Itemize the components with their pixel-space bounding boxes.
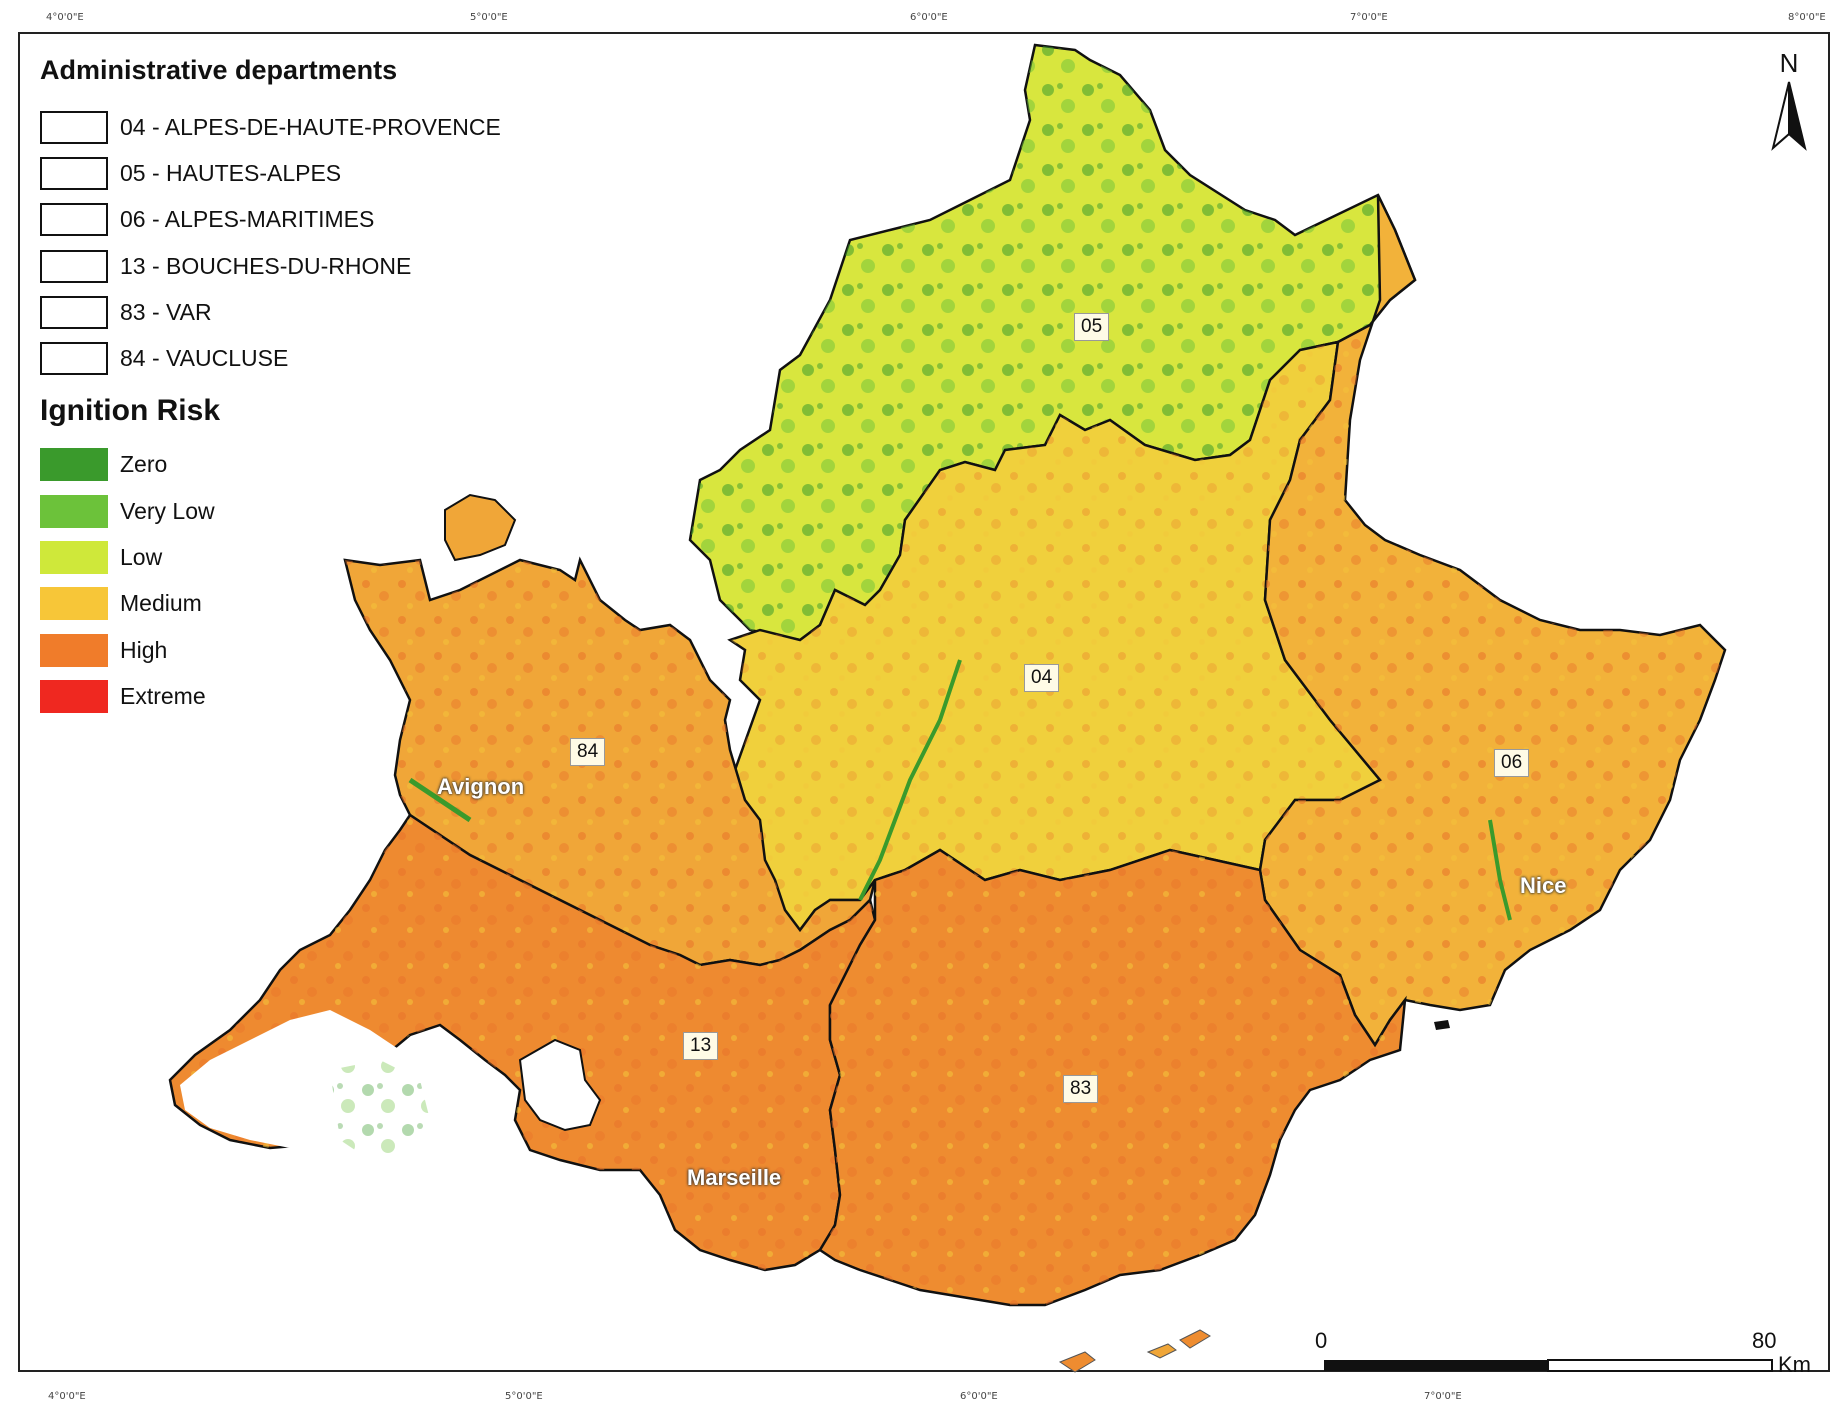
scale-end-label: 80 xyxy=(1752,1328,1777,1353)
river xyxy=(408,777,472,823)
department-label-83: 83 xyxy=(1063,1075,1099,1103)
island xyxy=(1146,1343,1177,1359)
island xyxy=(1058,1351,1096,1373)
north-label: N xyxy=(1779,48,1799,78)
legend-risk-label: Extreme xyxy=(120,682,206,709)
risk-extreme-swatch xyxy=(40,679,108,713)
legend-risk-item: High xyxy=(40,627,600,673)
legend-risk-item: Zero xyxy=(40,442,600,488)
department-label-13: 13 xyxy=(683,1032,719,1060)
department-outline-swatch xyxy=(40,295,108,329)
legend-department-label: 84 - VAUCLUSE xyxy=(120,345,289,372)
legend-department-label: 13 - BOUCHES-DU-RHONE xyxy=(120,252,412,279)
legend-department-item: 83 - VAR xyxy=(40,289,600,335)
legend-risk-item: Very Low xyxy=(40,488,600,534)
enclave-area xyxy=(444,493,517,562)
legend-department-item: 13 - BOUCHES-DU-RHONE xyxy=(40,243,600,289)
department-outline-swatch xyxy=(40,110,108,144)
north-arrow-icon xyxy=(1771,81,1807,151)
department-outline-swatch xyxy=(40,249,108,283)
department-outline-swatch xyxy=(40,156,108,190)
city-label-avignon: Avignon xyxy=(437,774,525,799)
lon-tick-top: 5°0'0"E xyxy=(470,12,508,23)
department-outline-swatch xyxy=(40,203,108,237)
risk-zero-swatch xyxy=(40,448,108,482)
legend-risk-label: Low xyxy=(120,544,163,571)
risk-high-swatch xyxy=(40,633,108,667)
lon-tick-bottom: 6°0'0"E xyxy=(960,1391,998,1402)
legend-risk-label: Zero xyxy=(120,451,168,478)
river xyxy=(1488,819,1512,921)
department-label-06: 06 xyxy=(1494,749,1530,777)
lon-tick-bottom: 5°0'0"E xyxy=(505,1391,543,1402)
lon-tick-top: 7°0'0"E xyxy=(1350,12,1388,23)
island xyxy=(1179,1329,1211,1349)
legend-departments-title: Administrative departments xyxy=(40,55,398,85)
lon-tick-top: 8°0'0"E xyxy=(1788,12,1826,23)
lon-tick-top: 4°0'0"E xyxy=(46,12,84,23)
department-label-05: 05 xyxy=(1074,313,1110,341)
lon-tick-bottom: 7°0'0"E xyxy=(1424,1391,1462,1402)
legend-department-label: 05 - HAUTES-ALPES xyxy=(120,159,342,186)
legend-department-label: 83 - VAR xyxy=(120,298,212,325)
north-arrow: N xyxy=(1765,48,1813,158)
city-label-marseille: Marseille xyxy=(687,1165,782,1190)
river xyxy=(858,659,962,901)
legend-risk-item: Extreme xyxy=(40,673,600,719)
lon-tick-bottom: 4°0'0"E xyxy=(48,1391,86,1402)
city-label-nice: Nice xyxy=(1520,873,1567,898)
legend-risk-label: Very Low xyxy=(120,497,215,524)
scale-start-label: 0 xyxy=(1315,1328,1328,1353)
department-label-84: 84 xyxy=(570,738,606,766)
legend-risk-label: Medium xyxy=(120,590,202,617)
legend-department-item: 06 - ALPES-MARITIMES xyxy=(40,197,600,243)
legend-department-label: 04 - ALPES-DE-HAUTE-PROVENCE xyxy=(120,113,501,140)
department-label-04: 04 xyxy=(1024,664,1060,692)
legend-risk-item: Medium xyxy=(40,581,600,627)
legend-risk-item: Low xyxy=(40,534,600,580)
legend-risk-label: High xyxy=(120,636,168,663)
risk-low-swatch xyxy=(40,541,108,575)
department-outline-swatch xyxy=(40,342,108,376)
legend-department-item: 05 - HAUTES-ALPES xyxy=(40,150,600,196)
legend-department-label: 06 - ALPES-MARITIMES xyxy=(120,206,375,233)
legend-department-item: 84 - VAUCLUSE xyxy=(40,335,600,381)
legend-department-item: 04 - ALPES-DE-HAUTE-PROVENCE xyxy=(40,104,600,150)
legend: Administrative departments 04 - ALPES-DE… xyxy=(40,55,600,720)
legend-risk-title: Ignition Risk xyxy=(40,393,220,427)
etang-de-berre xyxy=(518,1038,602,1132)
risk-very-low-swatch xyxy=(40,494,108,528)
lon-tick-top: 6°0'0"E xyxy=(910,12,948,23)
island xyxy=(1434,1020,1450,1030)
risk-medium-swatch xyxy=(40,587,108,621)
scale-unit-label: Km xyxy=(1778,1352,1811,1377)
